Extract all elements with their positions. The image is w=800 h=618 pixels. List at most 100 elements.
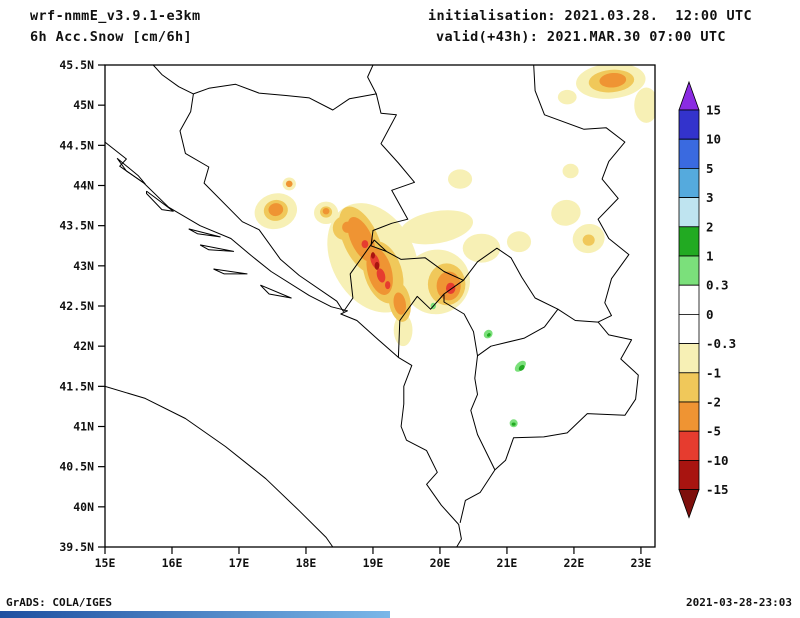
colorbar-segment <box>678 459 700 490</box>
border-line <box>116 157 146 185</box>
lat-tick-label: 44.5N <box>59 138 94 152</box>
colorbar-label: -2 <box>706 395 721 410</box>
snow-patch <box>385 281 391 290</box>
lat-tick-label: 44N <box>73 179 94 193</box>
colorbar-segment <box>678 343 700 374</box>
snow-patch <box>347 217 376 262</box>
border-line <box>199 244 235 252</box>
colorbar-segment <box>678 372 700 403</box>
map-content <box>105 65 655 547</box>
border-line <box>557 308 599 323</box>
creation-timestamp: 2021-03-28-23:03 <box>686 596 792 609</box>
colorbar-segment <box>678 109 700 140</box>
lon-tick-label: 21E <box>497 556 518 570</box>
lon-tick-label: 19E <box>363 556 384 570</box>
border-line <box>146 190 174 212</box>
lon-tick-label: 15E <box>95 556 116 570</box>
lat-tick-label: 41.5N <box>59 379 94 393</box>
snow-patch <box>582 234 595 246</box>
border-line <box>152 65 415 252</box>
lat-tick-label: 41N <box>73 420 94 434</box>
lat-tick-label: 39.5N <box>59 540 94 554</box>
colorbar-arrow-top <box>678 80 700 111</box>
colorbar-segment <box>678 284 700 315</box>
border-line <box>105 385 334 547</box>
lat-tick-label: 45.5N <box>59 60 94 72</box>
colorbar-segment <box>678 401 700 432</box>
border-line <box>443 247 559 357</box>
lat-tick-label: 43N <box>73 259 94 273</box>
border-line <box>260 284 292 299</box>
snow-patch <box>400 210 474 245</box>
lat-tick-label: 45N <box>73 98 94 112</box>
lon-tick-label: 22E <box>564 556 585 570</box>
snow-patch <box>393 292 407 315</box>
lon-tick-label: 18E <box>296 556 317 570</box>
snow-patch <box>634 87 655 123</box>
colorbar-segment <box>678 197 700 228</box>
lat-tick-label: 42.5N <box>59 299 94 313</box>
colorbar-label: 10 <box>706 132 721 147</box>
colorbar-label: 1 <box>706 249 714 264</box>
snow-patch <box>506 231 532 253</box>
colorbar-segment <box>678 138 700 169</box>
snow-patch <box>511 422 516 426</box>
lat-tick-label: 40.5N <box>59 460 94 474</box>
colorbar-segment <box>678 313 700 344</box>
colorbar-segment <box>678 226 700 257</box>
snow-patch <box>487 333 491 337</box>
snow-patch <box>393 314 413 347</box>
colorbar-label: -15 <box>706 482 729 497</box>
snow-patch <box>557 89 577 105</box>
border-line <box>179 93 344 312</box>
snow-patch <box>447 169 473 189</box>
colorbar-label: 15 <box>706 103 721 118</box>
lon-tick-label: 17E <box>229 556 250 570</box>
snow-patch <box>562 163 579 179</box>
colorbar-label: 2 <box>706 219 714 234</box>
colorbar-label: 0 <box>706 307 714 322</box>
border-line <box>213 268 248 275</box>
snow-patch <box>268 203 284 217</box>
colorbar-arrow-bottom <box>678 489 700 519</box>
snow-patch <box>370 252 375 259</box>
colorbar-label: 0.3 <box>706 278 729 293</box>
snow-patch <box>518 364 525 371</box>
valid-time-label: valid(+43h): 2021.MAR.30 07:00 UTC <box>436 29 726 45</box>
lat-tick-label: 43.5N <box>59 219 94 233</box>
lon-tick-label: 20E <box>430 556 451 570</box>
map-plot: 45.5N 45N 44.5N 44N 43.5N 43N 42.5N 42N 41.5N 41N… <box>59 60 656 570</box>
model-title: wrf-nmmE_v3.9.1-e3km <box>30 8 201 24</box>
colorbar-label: -5 <box>706 424 721 439</box>
snow-patch <box>285 180 293 188</box>
colorbar-label: 5 <box>706 161 714 176</box>
colorbar-segment <box>678 255 700 286</box>
lon-tick-label: 23E <box>631 556 652 570</box>
field-title: 6h Acc.Snow [cm/6h] <box>30 29 193 45</box>
colorbar-label: -10 <box>706 453 729 468</box>
border-line <box>470 355 496 471</box>
snow-patch <box>599 72 627 88</box>
snow-patch <box>361 240 369 249</box>
border-line <box>367 65 377 95</box>
snow-patch <box>322 207 330 215</box>
colorbar-label: 3 <box>706 190 714 205</box>
snow-patch <box>445 282 456 294</box>
colorbar-label: -1 <box>706 365 721 380</box>
lon-tick-label: 16E <box>162 556 183 570</box>
border-line <box>188 228 221 238</box>
snow-patch <box>374 261 380 270</box>
colorbar-segment <box>678 430 700 461</box>
border-line <box>343 239 464 358</box>
colorbar-segment <box>678 168 700 199</box>
colorbar-label: -0.3 <box>706 336 736 351</box>
lat-tick-label: 40N <box>73 500 94 514</box>
border-line <box>105 141 462 547</box>
snow-patch <box>376 268 386 283</box>
bottom-bar <box>0 611 390 618</box>
init-time-label: initialisation: 2021.03.28. 12:00 UTC <box>428 8 753 24</box>
snow-patch <box>462 233 501 263</box>
snow-patch <box>342 221 353 233</box>
grads-credit-label: GrADS: COLA/IGES <box>6 596 112 609</box>
